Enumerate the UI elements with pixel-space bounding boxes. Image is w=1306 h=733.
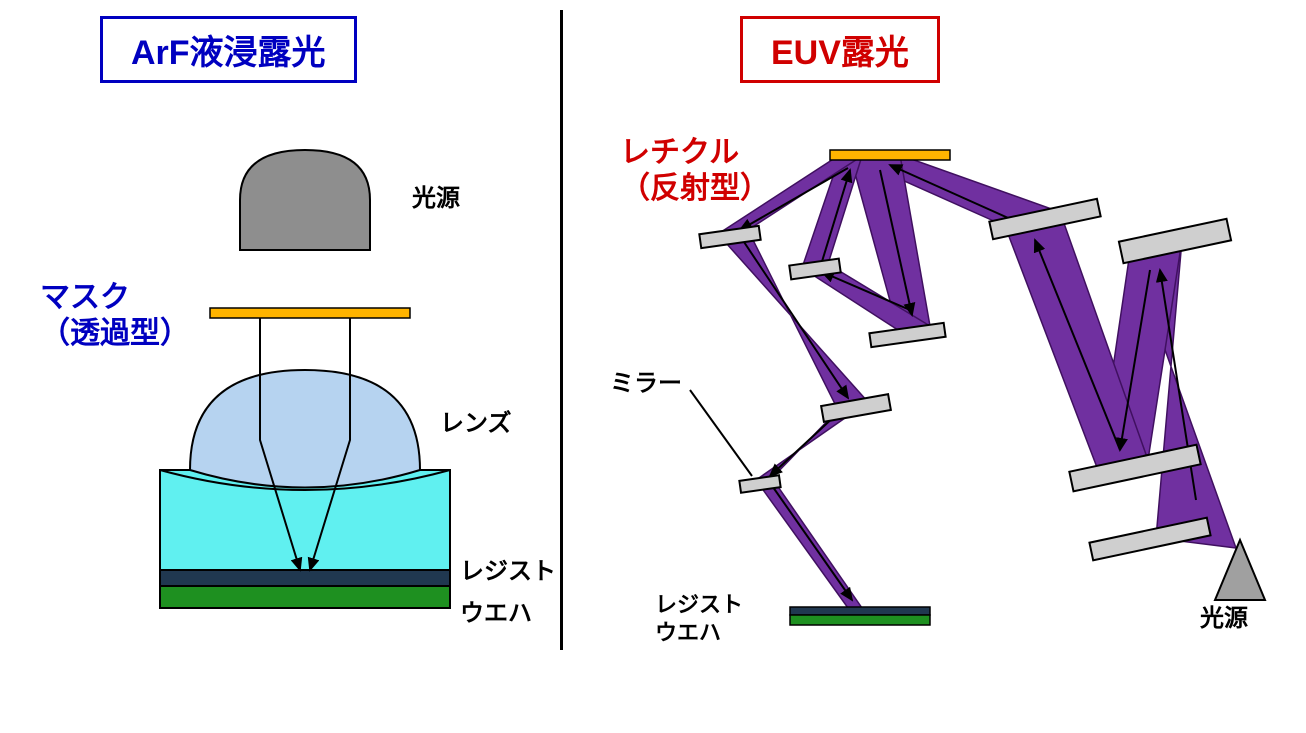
- diagram-container: ArF液浸露光 EUV露光 マスク （透過型） 光源 レンズ 液体 レジスト ウ…: [0, 0, 1306, 733]
- right-beam-arrow-10: [768, 480, 852, 600]
- right-mirror-leader: [690, 390, 752, 476]
- svg-layer: [0, 0, 1306, 733]
- right-wafer-bar: [790, 615, 930, 625]
- right-resist-bar: [790, 607, 930, 615]
- left-mask-bar: [210, 308, 410, 318]
- left-light-source: [240, 150, 370, 250]
- left-lens: [190, 370, 420, 488]
- right-reticle-bar: [830, 150, 950, 160]
- right-beam-10: [756, 478, 862, 608]
- left-resist-bar: [160, 570, 450, 586]
- right-beam-8: [718, 230, 868, 410]
- right-source-cone: [1215, 540, 1265, 600]
- right-mirror-8: [1089, 518, 1210, 561]
- left-wafer-bar: [160, 586, 450, 608]
